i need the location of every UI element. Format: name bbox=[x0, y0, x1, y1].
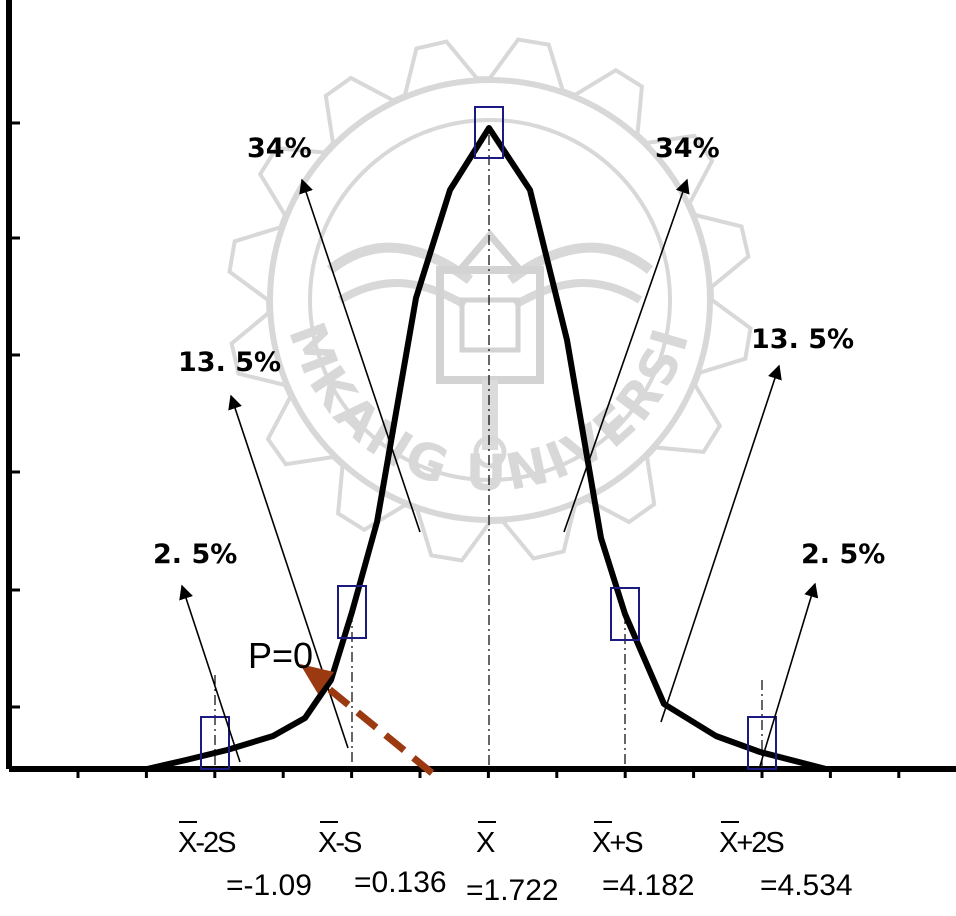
svg-text:X-2S: X-2S bbox=[178, 827, 236, 859]
region-arrows bbox=[179, 178, 819, 767]
sigma-markers bbox=[200, 106, 777, 770]
label-right-13-5: 13. 5% bbox=[751, 324, 854, 355]
region-labels: 2. 5% 13. 5% 34% 34% 13. 5% 2. 5% bbox=[153, 133, 885, 570]
svg-text:X: X bbox=[476, 827, 495, 859]
marker-mean bbox=[474, 106, 504, 159]
xlabel-mean-plus-s: X+S bbox=[592, 821, 645, 859]
value-mean-plus-s: =4.182 bbox=[602, 869, 695, 902]
arrow-left-2-5 bbox=[179, 584, 241, 763]
value-mean: =1.722 bbox=[466, 874, 559, 907]
watermark-seal-icon: TAMKANG UNIVERSITY bbox=[0, 0, 753, 563]
label-right-2-5: 2. 5% bbox=[801, 539, 885, 570]
arrow-right-13-5 bbox=[660, 364, 782, 723]
p-zero-arrow bbox=[300, 664, 435, 776]
label-left-34: 34% bbox=[247, 133, 312, 164]
xlabel-mean-minus-2s: X-2S bbox=[178, 821, 238, 859]
xlabel-mean-plus-2s: X+2S bbox=[719, 821, 786, 859]
value-mean-minus-s: =0.136 bbox=[354, 866, 447, 899]
marker-minus-s bbox=[337, 585, 367, 639]
x-axis-labels: X-2S X-S X X+S X+2S bbox=[178, 821, 786, 859]
value-mean-minus-2s: =-1.09 bbox=[226, 869, 312, 902]
label-right-34: 34% bbox=[655, 133, 720, 164]
svg-text:X+S: X+S bbox=[592, 827, 643, 859]
marker-plus-2s bbox=[747, 716, 777, 770]
marker-plus-s bbox=[610, 587, 640, 641]
normal-curve bbox=[146, 125, 827, 772]
x-axis-values: =-1.09 =0.136 =1.722 =4.182 =4.534 bbox=[226, 866, 853, 907]
value-mean-plus-2s: =4.534 bbox=[760, 869, 853, 902]
arrow-right-2-5 bbox=[759, 582, 819, 767]
label-left-13-5: 13. 5% bbox=[178, 347, 281, 378]
svg-text:X-S: X-S bbox=[318, 827, 362, 859]
xlabel-mean: X bbox=[476, 821, 497, 859]
arrow-left-13-5 bbox=[228, 394, 349, 749]
p-zero-label: P=0 bbox=[248, 635, 313, 676]
label-left-2-5: 2. 5% bbox=[153, 539, 237, 570]
xlabel-mean-minus-s: X-S bbox=[318, 821, 364, 859]
svg-text:X+2S: X+2S bbox=[719, 827, 784, 859]
arrow-right-34 bbox=[563, 178, 690, 533]
marker-minus-2s bbox=[200, 716, 230, 770]
plot-frame bbox=[6, 0, 956, 778]
arrow-left-34 bbox=[299, 178, 421, 533]
